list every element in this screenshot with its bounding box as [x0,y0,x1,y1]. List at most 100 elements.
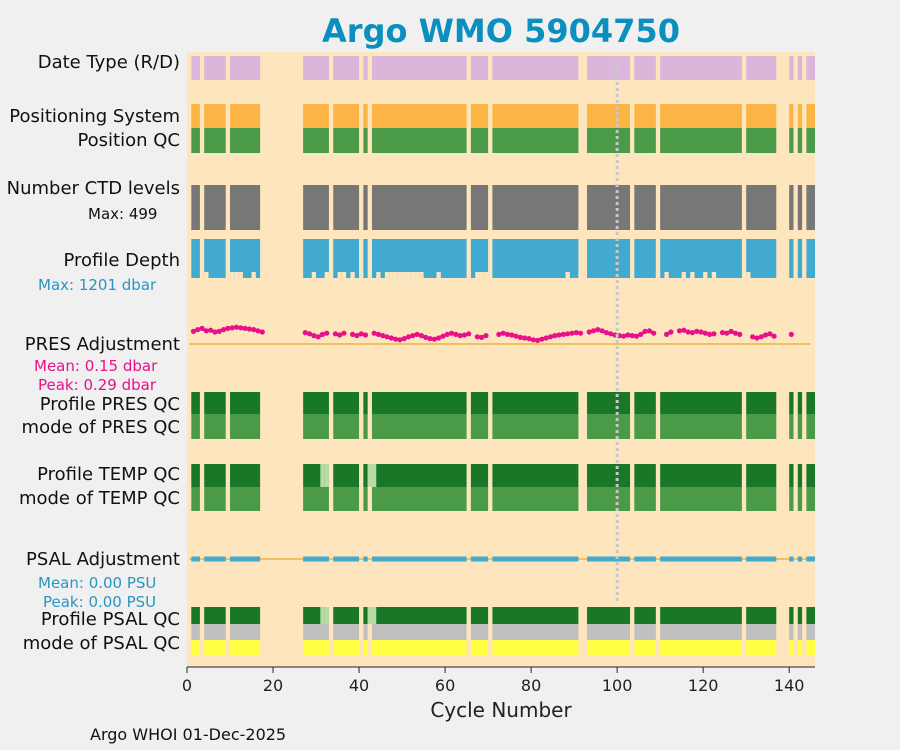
position-qc-bar [470,128,489,153]
mode-psal-qc-bar [191,624,200,640]
psal-qc-light [320,607,325,624]
position-qc-bar [587,128,631,153]
depth-notch [475,272,480,278]
depth-notch [251,272,256,278]
mode-pres-qc-bar [746,414,777,439]
mode-psal-qc-flag [587,640,631,656]
date-type-bar [333,56,360,80]
psal-adjustment-segment [746,556,777,562]
ctd-levels-bar [587,185,631,230]
profile-depth-bar [492,239,579,278]
mode-temp-qc-bar [333,487,360,511]
profile-psal-qc-bar [587,607,631,624]
depth-notch [410,272,415,278]
date-type-bar [660,56,742,80]
depth-notch [311,272,317,278]
pres-adjustment-line [192,325,263,334]
temp-qc-light [324,464,329,487]
ctd-levels-bar [470,185,489,230]
position-qc-bar [746,128,777,153]
pres-adjustment-line [373,331,470,342]
psal-adjustment-segment [204,556,226,562]
profile-pres-qc-bar [806,392,815,414]
depth-notch [350,272,355,278]
position-qc-bar [806,128,815,153]
mode-psal-qc-bar [746,624,777,640]
position-qc-bar [492,128,579,153]
mode-psal-qc-flag [746,640,777,656]
label-psal-mean: Mean: 0.00 PSU [38,574,157,592]
profile-temp-qc-bar [789,464,794,487]
position-qc-bar [230,128,261,153]
profile-depth-bar [660,239,742,278]
depth-notch [324,272,329,278]
mode-temp-qc-bar [806,487,815,511]
psal-qc-light [324,607,329,624]
x-tick-label: 0 [182,676,192,695]
depth-notch [384,272,390,278]
psal-adjustment-segment [230,556,261,562]
pres-adjustment-series [189,324,811,345]
profile-psal-qc-bar [470,607,489,624]
profile-temp-qc-bar [470,464,489,487]
profile-depth-bar [789,239,794,278]
ctd-levels-bar [333,185,360,230]
psal-qc-light [371,607,377,624]
profile-depth-bar [230,239,261,278]
psal-adjustment-segment [806,556,815,562]
mode-psal-qc-bar [797,624,803,640]
depth-notch [655,272,661,278]
mode-psal-qc-flag [204,640,226,656]
pres-adjustment-line [665,330,672,336]
position-qc-bar [789,128,794,153]
pres-adjustment-line [352,332,366,338]
profile-temp-qc-bar [634,464,656,487]
depth-notch [397,272,403,278]
profile-depth-bar [587,239,631,278]
pres-adjustment-line [304,331,328,339]
mode-psal-qc-bar [303,624,329,640]
mode-psal-qc-flag [470,640,489,656]
position-qc-bar [191,128,200,153]
depth-notch [690,272,695,278]
profile-pres-qc-bar [746,392,777,414]
ctd-levels-bar [806,185,815,230]
profile-pres-qc-bar [230,392,261,414]
psal-adjustment-segment [660,556,742,562]
positioning-system-bar [797,104,803,128]
profile-temp-qc-bar [797,464,803,487]
psal-qc-light [367,607,372,624]
mode-psal-qc-bar [789,624,794,640]
depth-notch [238,272,243,278]
mode-temp-qc-bar [204,487,226,511]
label-depth-max: Max: 1201 dbar [38,276,157,294]
depth-notch [406,272,411,278]
x-axis: 0 20 40 60 80 100 120 140 [182,666,815,695]
positioning-system-bar [470,104,489,128]
depth-notch [204,272,209,278]
profile-pres-qc-bar [797,392,803,414]
positioning-system-bar [204,104,226,128]
profile-depth-bar [797,239,803,278]
mode-temp-qc-bar [230,487,261,511]
mode-temp-qc-bar [492,487,579,511]
position-qc-bar [204,128,226,153]
position-qc-bar [303,128,329,153]
date-type-bar [806,56,815,80]
profile-psal-qc-bar [660,607,742,624]
profile-temp-qc-bar [660,464,742,487]
psal-adjustment-segment [470,556,489,562]
date-type-bar [230,56,261,80]
mode-temp-qc-bar [660,487,742,511]
position-qc-bar [634,128,656,153]
temp-qc-light [367,464,372,487]
profile-temp-qc-bar [230,464,261,487]
label-date-type: Date Type (R/D) [37,52,180,73]
depth-notch [359,272,364,278]
depth-notch [703,272,708,278]
psal-adjustment-segment [191,556,200,562]
depth-notch [479,272,484,278]
date-type-bar [634,56,656,80]
mode-pres-qc-bar [230,414,261,439]
profile-pres-qc-bar [492,392,579,414]
